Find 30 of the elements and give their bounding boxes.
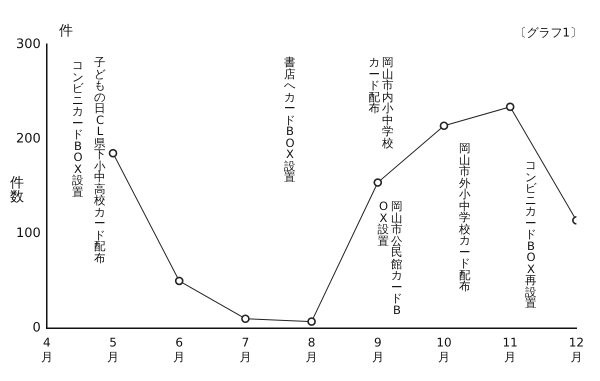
text: 岡山市外小中学校カード配布 <box>459 141 471 293</box>
y-tick-label: 300 <box>16 36 41 52</box>
x-tick-label: 5月 <box>107 336 120 364</box>
text: 件 <box>58 23 74 39</box>
point <box>241 314 250 324</box>
text: コンビニカードBOX設置 <box>72 58 84 198</box>
x-tick-label: 4月 <box>40 336 53 364</box>
x-tick-label: 6月 <box>173 336 186 364</box>
x-tick-label: 10月 <box>436 336 452 364</box>
text: 岡山市内小中学校カード配布 <box>368 55 394 150</box>
point <box>174 276 184 286</box>
point <box>307 317 316 326</box>
text: 書店へカードBOX設置 <box>284 55 296 184</box>
point <box>108 148 118 158</box>
point <box>373 178 382 187</box>
point <box>506 102 514 112</box>
text: 岡山市公民館カードBOX設置 <box>378 199 403 316</box>
x-tick-label: 9月 <box>372 336 384 364</box>
x-tick-label: 7月 <box>239 336 252 364</box>
y-tick-label: 200 <box>16 131 41 146</box>
chart-title: 〔グラフ1〕 <box>514 25 582 40</box>
point <box>440 121 448 130</box>
x-tick-label: 12月 <box>568 336 584 364</box>
y-axis-title: 件数 <box>9 175 25 205</box>
x-tick-label: 11月 <box>502 336 518 364</box>
text: コンビニカードBOX再設置 <box>525 158 537 310</box>
y-tick-label: 100 <box>16 226 41 241</box>
x-tick-label: 8月 <box>306 336 318 364</box>
y-tick-label: 0 <box>32 320 41 336</box>
text: 子どもの日CL県下小中高校カード配布 <box>94 55 106 264</box>
